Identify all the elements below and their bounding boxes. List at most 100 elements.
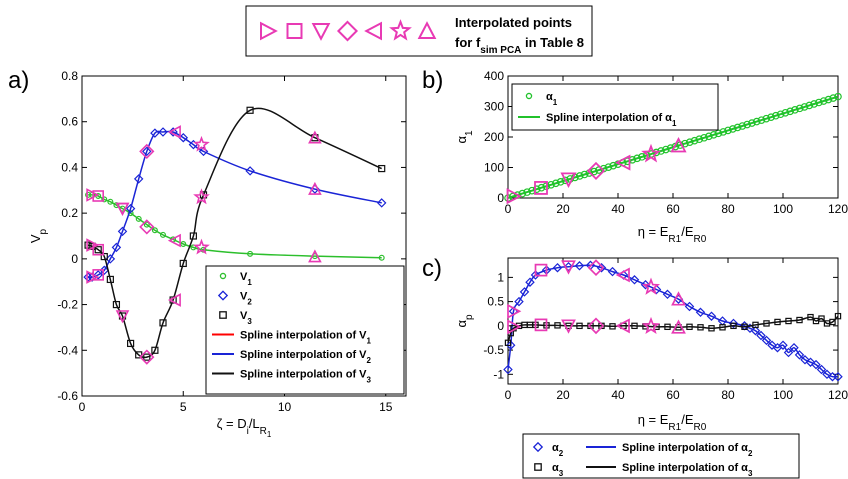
panel-c-interp-a2-diamond — [587, 259, 605, 277]
panel-a-interp-v1-triangle-left — [167, 233, 181, 248]
panel-c-alpha3-point — [730, 322, 737, 330]
top-legend-diamond-marker — [336, 20, 359, 42]
panel-c-alpha3-point — [807, 313, 814, 321]
panel-a-xtick-label: 15 — [379, 400, 393, 414]
panel-b-alpha1-point — [652, 148, 661, 157]
panel-c-legend-label-main: Spline interpolation of α — [622, 462, 748, 474]
panel-c-alpha3-point — [829, 318, 836, 326]
panel-a-v2-point — [83, 272, 93, 282]
panel-c-alpha2-point — [503, 364, 513, 375]
panel-a-v2-point — [117, 226, 128, 237]
panel-c-ytick-label: 0 — [497, 319, 504, 333]
panel-a-xlabel-main: ζ = D — [217, 416, 247, 431]
panel-b-xtick-label: 80 — [721, 202, 735, 216]
panel-a-v1-point — [143, 221, 150, 228]
panel-b-alpha1-point — [743, 120, 751, 129]
panel-a-interp-v3-triangle-up — [308, 130, 322, 144]
panel-b-alpha1-point — [638, 153, 646, 161]
panel-b-xlabel-main: η = E — [638, 224, 669, 239]
panel-c-interp-a3-triangle-right — [507, 319, 522, 335]
panel-b-ylabel: α1 — [454, 130, 475, 144]
panel-c-alpha3-point — [834, 312, 842, 320]
panel-c-alpha3-point — [719, 324, 726, 331]
panel-a-ytick-label: -0.4 — [57, 343, 78, 357]
panel-b-legend-label-main: α — [546, 91, 553, 103]
panel-c-ylabel: αp — [454, 314, 475, 328]
panel-b-alpha1-point — [580, 170, 589, 179]
panel-c-alpha2-point — [525, 277, 535, 287]
panel-c-alpha2-point — [684, 301, 695, 312]
panel-b-alpha1-point — [762, 114, 771, 123]
panel-c-legend-box — [522, 433, 800, 479]
panel-c-alpha3-point — [774, 318, 781, 326]
panel-b-interp-diamond — [586, 161, 606, 180]
panel-b-alpha1-point — [767, 113, 775, 121]
top-legend-star-marker — [389, 19, 412, 41]
panel-b-alpha1-point — [824, 95, 833, 104]
panel-b-alpha1-point — [752, 117, 761, 126]
panel-a-legend-label: Spline interpolation of V3 — [240, 369, 372, 385]
panel-b-alpha1-point — [781, 108, 790, 117]
panel-c-alpha2-point — [607, 266, 618, 277]
panel-c-xtick-label: 60 — [666, 388, 680, 402]
panel-a-ytick-label: -0.2 — [57, 298, 78, 312]
panel-a-ytick-label: 0.8 — [61, 69, 78, 83]
panel-c-alpha2-point — [756, 330, 766, 341]
panel-c-alpha2-point — [811, 359, 821, 370]
panel-c-alpha2-point — [833, 371, 843, 382]
panel-b-alpha1-point — [776, 110, 785, 119]
panel-a-v3-point — [126, 339, 135, 348]
panel-c-alpha3-point — [576, 322, 583, 330]
panel-c-alpha3-point — [686, 323, 693, 331]
panel-c-alpha3-point — [708, 325, 715, 332]
panel-b-ytick-label: 200 — [484, 130, 504, 144]
panel-a-xlabel-sub1: i — [247, 426, 249, 437]
panel-a-legend-box — [205, 265, 405, 395]
panel-b-alpha1-point — [633, 154, 641, 163]
panel-c-alpha3-point — [504, 339, 512, 347]
panel-a-v1-point — [160, 231, 167, 238]
top-legend-markers — [260, 19, 437, 42]
panel-a-v2-point — [125, 203, 136, 214]
panel-c-interp-a2-square — [534, 263, 548, 277]
panel-a-v3-point — [112, 300, 121, 309]
panel-a-ylabel: Vp — [28, 228, 49, 243]
panel-b-xtick-label: 0 — [505, 202, 512, 216]
panel-c-alpha2-point — [596, 262, 607, 273]
panel-a-interp-v3-square — [92, 243, 104, 256]
panel-b-xlabel: η = ER1/ER0 — [638, 224, 707, 245]
panel-b-legend-label-sub: 1 — [672, 119, 677, 128]
panel-b-alpha1-point — [724, 126, 732, 135]
panel-c-legend-label-main: α — [552, 462, 559, 474]
panel-c-legend-label: α2 — [552, 442, 564, 458]
panel-a-v2-point — [133, 174, 144, 184]
panel-b-legend: α1 Spline interpolation of α1 — [511, 83, 719, 131]
panel-a-interp-v1-triangle-right — [86, 188, 100, 202]
panel-a-interp-v3-star — [193, 188, 210, 205]
panel-a-xlabel: ζ = Di/LR1 — [217, 416, 272, 439]
panel-a-v3-point — [151, 346, 159, 354]
panel-c-xlabel-sub1: R1 — [668, 422, 681, 433]
panel-a-ylabel-sub: p — [38, 228, 49, 234]
panel-c-alpha3-point — [664, 323, 671, 331]
panel-c-alpha2-point — [629, 275, 640, 285]
panel-b-alpha1-point — [590, 167, 598, 176]
panel-b-xlabel-sub2: R0 — [694, 234, 707, 245]
panel-c-ylabel-main: α — [454, 320, 469, 328]
panel-a-v2-point — [158, 127, 168, 137]
panel-c-alpha2-point — [767, 340, 777, 350]
panel-a-legend-label: V3 — [240, 310, 252, 326]
panel-a-interp-v1-triangle-up — [308, 249, 322, 263]
panel-b-alpha1-point — [537, 183, 546, 192]
panel-c-interp-a2-triangle-left — [615, 267, 630, 283]
panel-c-ytick-label: 1 — [497, 270, 504, 284]
panel-a-v2-point — [376, 198, 387, 208]
panel-b-xtick-label: 60 — [666, 202, 680, 216]
panel-b-legend-label-main: Spline interpolation of α — [546, 112, 672, 124]
panel-b-legend-label: α1 — [546, 91, 558, 107]
panel-c-alpha2-point — [706, 311, 717, 321]
panel-c-legend-label-sub: 3 — [748, 469, 753, 478]
